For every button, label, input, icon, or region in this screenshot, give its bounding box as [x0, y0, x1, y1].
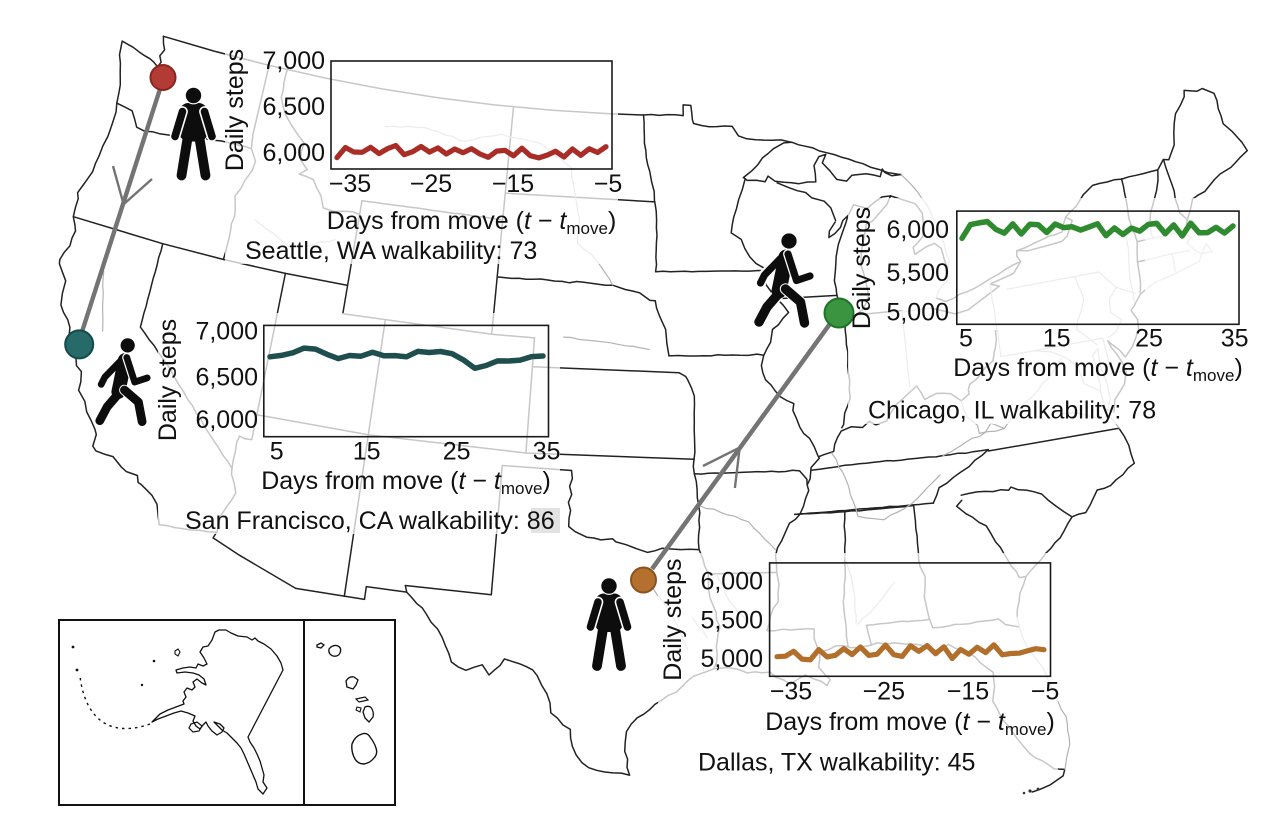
svg-text:Chicago, IL walkability: 78: Chicago, IL walkability: 78: [868, 397, 1156, 425]
svg-text:−35: −35: [770, 678, 812, 706]
svg-text:6,500: 6,500: [195, 363, 258, 391]
svg-text:Daily steps: Daily steps: [221, 49, 249, 171]
svg-text:6,000: 6,000: [886, 216, 949, 244]
svg-text:5: 5: [270, 438, 284, 466]
svg-text:−25: −25: [410, 170, 452, 198]
svg-text:5,000: 5,000: [700, 645, 763, 673]
svg-text:−35: −35: [329, 170, 371, 198]
svg-text:−5: −5: [594, 170, 623, 198]
svg-text:15: 15: [353, 438, 381, 466]
svg-text:−25: −25: [863, 678, 905, 706]
svg-text:7,000: 7,000: [262, 47, 325, 75]
svg-text:35: 35: [1221, 325, 1249, 353]
svg-text:5,000: 5,000: [886, 298, 949, 326]
svg-text:Daily steps: Daily steps: [659, 558, 687, 680]
svg-text:25: 25: [1135, 325, 1163, 353]
svg-text:7,000: 7,000: [195, 318, 258, 346]
svg-text:35: 35: [533, 438, 561, 466]
svg-text:−15: −15: [947, 678, 989, 706]
svg-text:5,500: 5,500: [700, 606, 763, 634]
svg-text:Daily steps: Daily steps: [154, 319, 182, 441]
svg-text:6,500: 6,500: [262, 93, 325, 121]
svg-text:25: 25: [443, 438, 471, 466]
svg-text:San Francisco, CA walkability:: San Francisco, CA walkability: 86: [185, 507, 555, 535]
svg-text:5: 5: [959, 325, 973, 353]
svg-text:15: 15: [1043, 325, 1071, 353]
svg-text:Seattle, WA walkability: 73: Seattle, WA walkability: 73: [245, 237, 537, 265]
svg-text:Days from move (t − tmove): Days from move (t − tmove): [765, 708, 1055, 739]
svg-text:−5: −5: [1031, 678, 1060, 706]
svg-text:Dallas, TX walkability: 45: Dallas, TX walkability: 45: [698, 749, 975, 777]
svg-text:−15: −15: [492, 170, 534, 198]
svg-text:5,500: 5,500: [886, 259, 949, 287]
svg-text:6,000: 6,000: [195, 406, 258, 434]
svg-text:6,000: 6,000: [262, 139, 325, 167]
svg-text:6,000: 6,000: [700, 568, 763, 596]
svg-text:Daily steps: Daily steps: [848, 207, 876, 329]
